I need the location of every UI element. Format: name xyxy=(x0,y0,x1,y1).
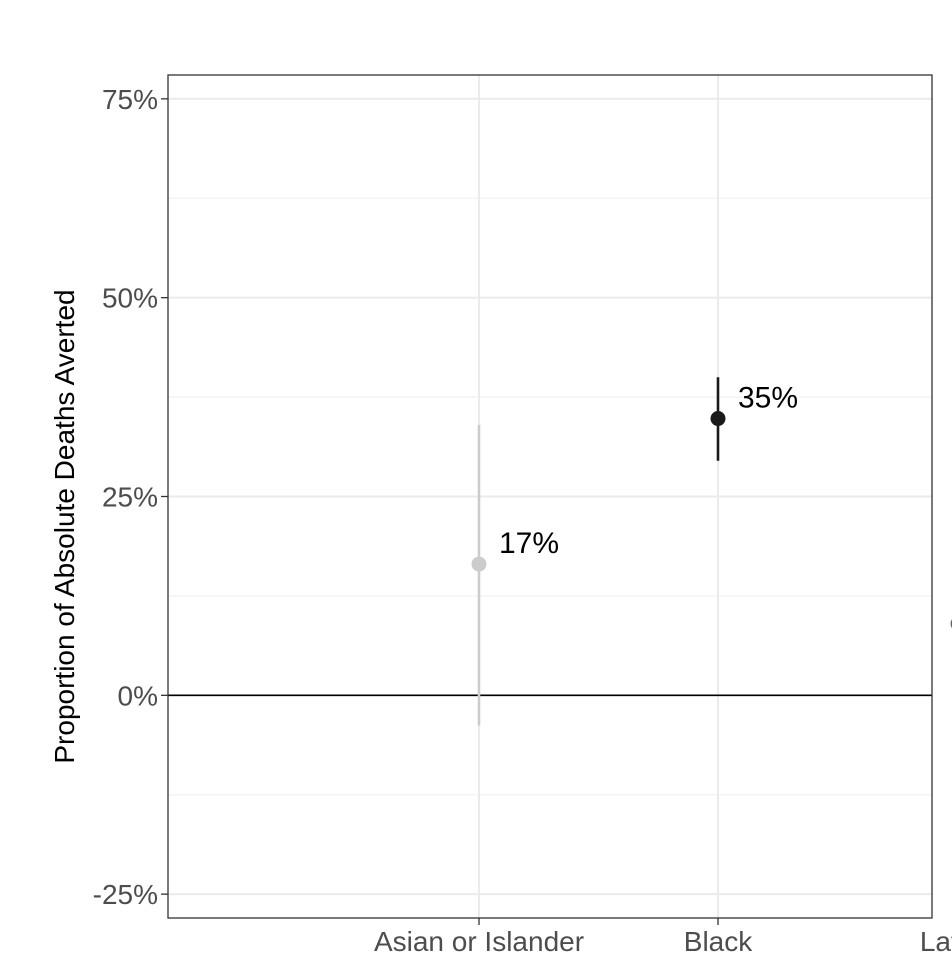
data-point xyxy=(710,411,726,427)
grid-lines xyxy=(168,75,932,918)
data-point xyxy=(471,556,487,572)
y-tick-label: -25% xyxy=(93,879,158,910)
data-label: 17% xyxy=(499,527,559,560)
axes: -25% 0% 25% 50% 75% Asian or Islander Black Lat… xyxy=(93,84,952,957)
y-tick-label: 25% xyxy=(102,482,158,513)
y-tick-label: 0% xyxy=(118,680,158,711)
y-tick-label: 50% xyxy=(102,283,158,314)
x-tick-label: Latino xyxy=(920,926,952,957)
y-axis-title: Proportion of Absolute Deaths Averted xyxy=(49,289,80,763)
x-tick-label: Asian or Islander xyxy=(374,926,584,957)
data-label: 35% xyxy=(738,382,798,415)
y-tick-label: 75% xyxy=(102,84,158,115)
data-layer: 17%35%9% xyxy=(471,377,952,726)
x-tick-label: Black xyxy=(684,926,753,957)
